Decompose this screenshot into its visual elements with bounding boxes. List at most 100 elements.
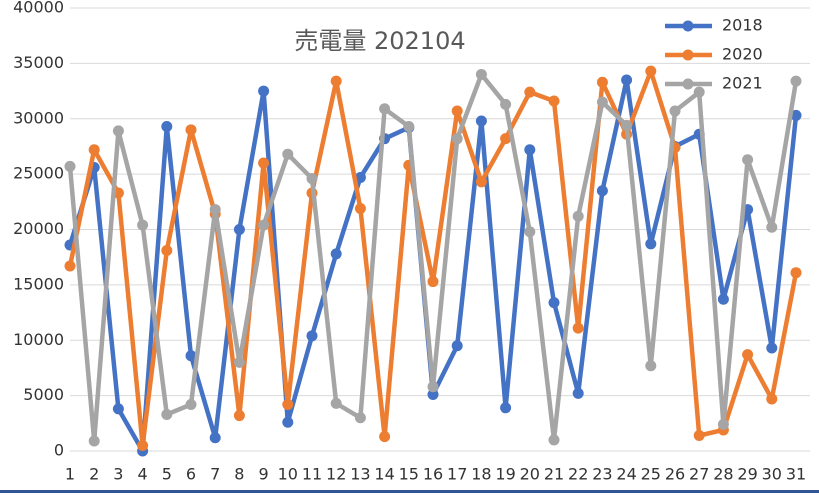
point [185,350,197,362]
point [282,148,294,160]
point [693,86,705,98]
point [645,360,657,372]
y-tick-label: 20000 [13,219,64,238]
x-tick-label: 15 [399,465,419,484]
point [790,267,802,279]
x-tick-label: 25 [641,465,661,484]
x-tick-label: 18 [471,465,491,484]
point [572,210,584,222]
point [548,297,560,309]
legend-label: 2018 [722,16,763,35]
point [233,224,245,235]
point [693,429,705,441]
point [524,144,536,156]
point [790,109,802,121]
point [596,76,608,88]
point [766,342,778,354]
legend-label: 2020 [722,45,763,64]
point [233,356,245,368]
x-tick-label: 12 [326,465,346,484]
point [88,435,100,447]
point [572,387,584,399]
point [500,98,512,110]
x-tick-label: 11 [302,465,322,484]
point [88,144,100,156]
point [572,322,584,334]
point [475,115,487,127]
x-tick-label: 30 [762,465,782,484]
point [427,381,439,393]
chart-title: 売電量 202104 [294,27,465,55]
point [161,121,173,133]
legend-label: 2021 [722,74,763,93]
point [451,105,463,117]
point [306,330,318,342]
y-tick-label: 10000 [13,330,64,349]
point [427,276,439,288]
point [258,219,270,231]
x-tick-label: 6 [186,465,196,484]
point [185,398,197,410]
point [354,171,366,183]
legend-marker [682,78,694,90]
point [596,185,608,197]
point [403,121,415,133]
x-tick-label: 5 [162,465,172,484]
x-tick-label: 31 [786,465,806,484]
series [64,68,802,447]
x-tick-label: 9 [259,465,269,484]
x-tick-label: 29 [737,465,757,484]
point [112,403,124,415]
point [233,410,245,422]
point [717,418,729,430]
x-tick-label: 23 [592,465,612,484]
x-tick-label: 7 [210,465,220,484]
x-tick-label: 2 [89,465,99,484]
point [330,248,342,260]
point [161,245,173,257]
point [621,74,633,86]
point [161,408,173,420]
point [717,293,729,305]
point [790,75,802,87]
point [258,85,270,97]
x-tick-label: 13 [350,465,370,484]
x-tick-label: 8 [234,465,244,484]
x-tick-label: 10 [278,465,298,484]
point [64,160,76,172]
point [64,260,76,272]
series [64,74,802,457]
point [669,105,681,117]
y-tick-label: 25000 [13,164,64,183]
point [282,416,294,428]
point [645,238,657,250]
point [379,103,391,115]
point [621,119,633,131]
x-tick-label: 19 [495,465,515,484]
point [137,439,149,451]
point [766,221,778,233]
x-tick-label: 24 [616,465,636,484]
x-tick-label: 20 [520,465,540,484]
point [742,154,754,166]
x-tick-label: 26 [665,465,685,484]
y-tick-label: 35000 [13,53,64,72]
legend-marker [682,20,694,32]
y-tick-label: 15000 [13,274,64,293]
point [548,95,560,107]
point [524,86,536,98]
point [112,125,124,137]
point [742,349,754,361]
point [185,124,197,136]
point [330,75,342,87]
x-tick-label: 4 [138,465,148,484]
point [500,402,512,414]
point [645,65,657,77]
y-tick-label: 40000 [13,0,64,17]
y-tick-label: 5000 [23,385,64,404]
x-tick-label: 27 [689,465,709,484]
point [500,133,512,145]
series [64,65,802,451]
x-tick-label: 28 [713,465,733,484]
point [282,398,294,410]
